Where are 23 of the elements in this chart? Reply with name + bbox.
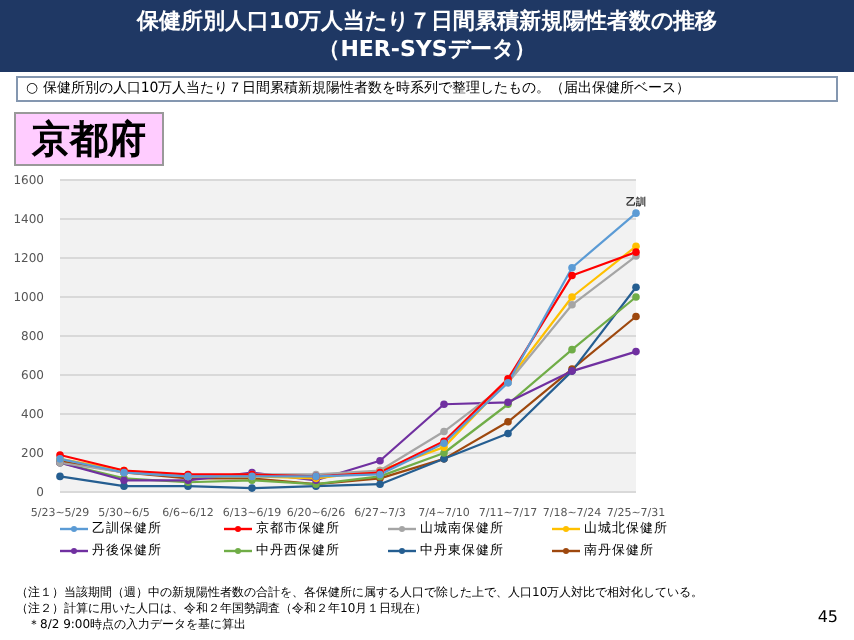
point — [248, 484, 256, 492]
text: 京都府 — [14, 112, 164, 166]
point — [376, 457, 384, 465]
point — [568, 293, 576, 301]
point — [568, 271, 576, 280]
point — [632, 209, 640, 217]
point — [568, 263, 576, 272]
point — [568, 301, 576, 309]
point — [504, 429, 512, 438]
point — [632, 293, 640, 301]
point — [568, 345, 576, 354]
point — [376, 480, 384, 488]
point — [504, 418, 512, 426]
point — [440, 427, 448, 436]
point — [56, 472, 64, 481]
point — [440, 400, 448, 409]
chart-title: 保健所別人口10万人当たり７日間累積新規陽性者数の推移 — [134, 8, 720, 36]
point — [632, 347, 640, 356]
chart-subtitle: （HER-SYSデータ） — [316, 36, 538, 64]
point — [632, 312, 640, 321]
text: 45 — [817, 608, 838, 626]
point — [632, 283, 640, 292]
point — [632, 242, 640, 251]
